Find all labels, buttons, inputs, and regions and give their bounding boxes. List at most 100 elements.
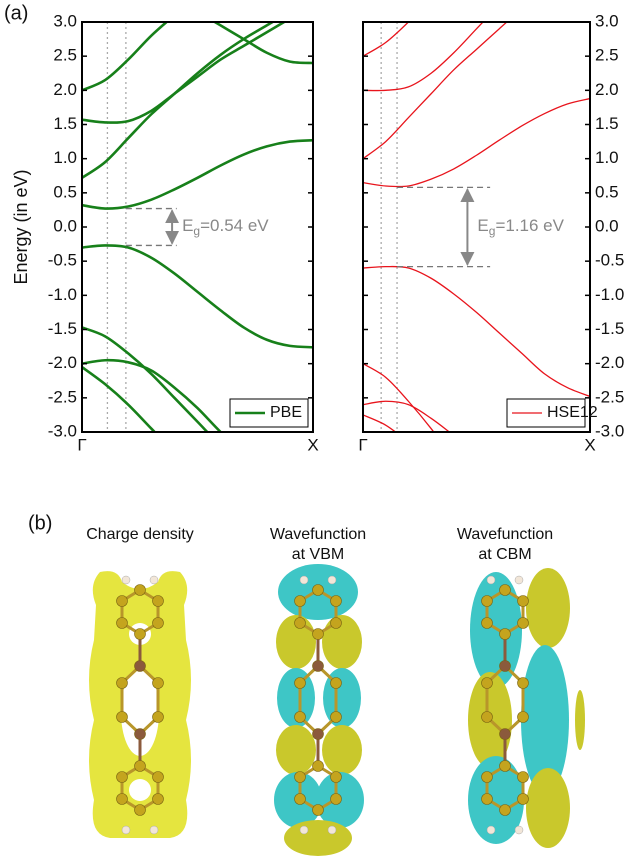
y-tick-label: -1.5 [48,319,77,338]
atom [116,793,128,805]
atom [481,793,493,805]
atom [152,617,164,629]
y-tick-label: -2.0 [595,353,624,372]
y-tick-label: 1.5 [595,114,619,133]
gap-label-sub: g [489,224,496,238]
legend-label: HSE12 [547,404,598,421]
y-tick-label: -0.5 [595,251,624,270]
band-line [363,265,590,398]
h-atom [327,825,337,835]
gap-label-rest: =1.16 eV [495,216,564,235]
atom [481,595,493,607]
h-atom [486,575,496,585]
x-tick-label: X [584,435,595,454]
atom [134,760,146,772]
y-tick-label: -2.0 [48,353,77,372]
band-chart: Eg=1.16 eV -3.0 -2.5 -2.0 -1.5 -1.0 -0.5 0.0 0.5… [358,11,624,454]
y-tick-label: -1.5 [595,319,624,338]
atom [517,793,529,805]
atom [330,711,342,723]
gap-label-rest: =0.54 eV [200,216,269,235]
band-line [212,22,313,65]
y-tick-label: -1.0 [48,285,77,304]
y-tick-label: 3.0 [595,11,619,30]
atom [517,617,529,629]
molecule-atoms [116,575,529,835]
x-tick-label: X [307,435,318,454]
h-atom [121,825,131,835]
atom [330,595,342,607]
band-line [82,366,157,432]
atom [499,760,511,772]
band-line [363,97,590,188]
y-tick-label: 1.0 [595,148,619,167]
y-tick-label: 2.0 [53,80,77,99]
atom [517,595,529,607]
charge-density-image [89,571,191,838]
y-tick-label: 0.0 [53,216,77,235]
atom [116,617,128,629]
atom [499,660,511,672]
atom [294,793,306,805]
h-atom [149,575,159,585]
gap-label: Eg=1.16 eV [477,216,564,238]
h-atom [514,575,524,585]
atom [312,584,324,596]
atom [330,793,342,805]
atom [481,711,493,723]
atom [499,584,511,596]
x-tick-label: Γ [358,435,367,454]
atom [116,677,128,689]
atom [116,595,128,607]
atom [499,804,511,816]
band-line [363,400,451,432]
atom [152,677,164,689]
image-caption: Wavefunction [457,526,553,543]
y-tick-label: 1.5 [53,114,77,133]
atom [152,793,164,805]
band-line [82,326,210,432]
atom [330,617,342,629]
y-tick-label: 0.5 [595,182,619,201]
band-chart: Eg=0.54 eV -3.0 -2.5 -2.0 -1.5 -1.0 -0.5 0.0 0.5… [11,11,319,454]
atom [152,711,164,723]
plot-area [82,22,313,432]
h-atom [149,825,159,835]
atom [312,760,324,772]
atom [481,771,493,783]
atom [330,771,342,783]
atom [152,595,164,607]
y-tick-label: -3.0 [48,421,77,440]
band-line [363,22,410,57]
image-caption: at VBM [292,546,344,563]
atom [312,660,324,672]
atom [134,728,146,740]
atom [152,771,164,783]
atom [517,711,529,723]
y-tick-label: -2.5 [595,387,624,406]
atom [116,771,128,783]
y-tick-label: 0.5 [53,182,77,201]
band-line [363,363,435,432]
y-axis-title: Energy (in eV) [11,169,31,284]
h-atom [121,575,131,585]
band-line [82,22,276,179]
y-tick-label: -0.5 [48,251,77,270]
atom [134,584,146,596]
legend-label: PBE [270,404,302,421]
panel-label: (a) [4,2,28,24]
atom [499,728,511,740]
atom [481,677,493,689]
image-caption: Wavefunction [270,526,366,543]
band-line [82,138,313,210]
atom [312,628,324,640]
atom [294,771,306,783]
y-tick-label: 2.5 [595,46,619,65]
atom [294,595,306,607]
y-tick-label: 2.0 [595,80,619,99]
y-tick-label: -1.0 [595,285,624,304]
atom [134,628,146,640]
atom [312,728,324,740]
atom [134,660,146,672]
